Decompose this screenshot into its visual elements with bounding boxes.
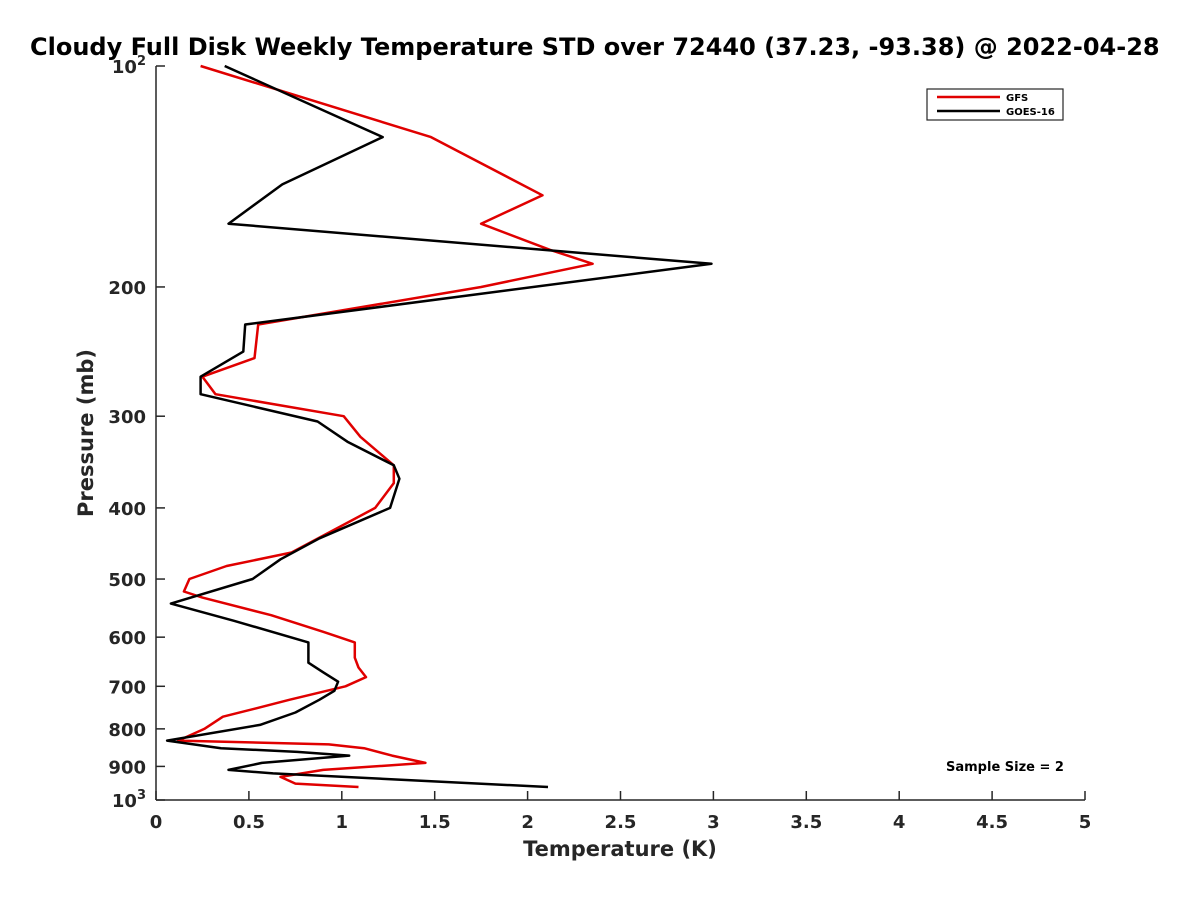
y-tick-label: 300 — [108, 407, 146, 428]
x-tick-label: 3 — [707, 812, 720, 833]
y-tick-label-base: 500 — [108, 570, 146, 591]
x-axis-label: Temperature (K) — [523, 837, 717, 861]
legend-box — [926, 88, 1064, 121]
sample-size-annotation: Sample Size = 2 — [946, 760, 1064, 775]
y-tick-label-base: 900 — [108, 757, 146, 778]
series-line-goes16 — [165, 64, 713, 789]
y-tick-label-base: 800 — [108, 720, 146, 741]
legend-label-goes16: GOES-16 — [1006, 107, 1055, 118]
y-tick-label: 600 — [108, 628, 146, 649]
x-ticks: 0 0.5 1 1.5 2 2.5 3 3.5 4 4.5 5 — [150, 791, 1092, 833]
y-tick-label-base: 10 — [112, 791, 137, 812]
y-tick-label-exponent: 2 — [137, 54, 146, 69]
x-tick-label: 4 — [893, 812, 906, 833]
axes: 0 0.5 1 1.5 2 2.5 3 3.5 4 4.5 5 102200300400500600… — [108, 54, 1091, 833]
x-tick-label: 0.5 — [233, 812, 265, 833]
y-tick-label-base: 300 — [108, 407, 146, 428]
series-layer — [165, 64, 713, 789]
legend-label-gfs: GFS — [1006, 93, 1028, 104]
y-tick-label-base: 10 — [112, 57, 137, 78]
x-tick-label: 1 — [336, 812, 349, 833]
y-axis-label: Pressure (mb) — [74, 349, 98, 517]
y-tick-label: 400 — [108, 499, 146, 520]
y-tick-label-base: 200 — [108, 278, 146, 299]
y-tick-label: 103 — [112, 788, 146, 812]
x-tick-label: 3.5 — [790, 812, 822, 833]
y-tick-label-exponent: 3 — [137, 788, 146, 803]
y-tick-label: 200 — [108, 278, 146, 299]
y-tick-label-base: 700 — [108, 677, 146, 698]
x-tick-label: 2 — [521, 812, 534, 833]
chart-title: Cloudy Full Disk Weekly Temperature STD … — [30, 33, 1160, 61]
y-tick-label: 700 — [108, 677, 146, 698]
x-tick-label: 1.5 — [419, 812, 451, 833]
y-tick-label-base: 400 — [108, 499, 146, 520]
x-tick-label: 4.5 — [976, 812, 1008, 833]
y-tick-label: 102 — [112, 54, 146, 78]
y-tick-label: 500 — [108, 570, 146, 591]
legend: GFS GOES-16 — [926, 88, 1064, 121]
y-tick-label: 900 — [108, 757, 146, 778]
y-tick-label-base: 600 — [108, 628, 146, 649]
x-tick-label: 5 — [1079, 812, 1092, 833]
x-tick-label: 0 — [150, 812, 163, 833]
x-tick-label: 2.5 — [605, 812, 637, 833]
y-tick-label: 800 — [108, 720, 146, 741]
